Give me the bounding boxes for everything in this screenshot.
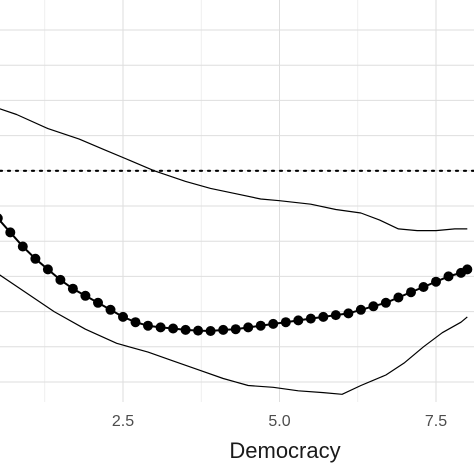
- estimate-point: [230, 324, 241, 335]
- estimate-point: [130, 317, 141, 328]
- grid-major: [0, 0, 474, 402]
- estimate-point: [380, 297, 391, 308]
- estimate-point: [143, 320, 153, 331]
- estimate-point: [67, 283, 78, 294]
- estimate-point: [55, 274, 66, 285]
- estimate-point: [293, 315, 304, 326]
- estimate-point: [255, 320, 266, 331]
- upper-bound-line: [0, 108, 468, 232]
- estimate-point: [105, 304, 116, 315]
- estimate-point: [0, 213, 3, 223]
- estimate-point: [180, 324, 191, 335]
- grid-minor: [44, 0, 359, 402]
- estimate-point: [418, 282, 429, 292]
- estimate-point: [406, 287, 416, 298]
- estimate-point: [243, 322, 254, 333]
- estimate-line: [0, 219, 468, 332]
- estimate-point: [5, 227, 16, 238]
- estimate-point: [155, 322, 166, 333]
- estimate-point: [368, 301, 379, 312]
- x-tick-label: 2.5: [112, 413, 134, 430]
- estimate-point: [218, 324, 229, 335]
- x-tick-label: 7.5: [425, 413, 447, 430]
- estimate-point: [268, 318, 279, 329]
- points-layer: [0, 213, 473, 336]
- estimate-point: [431, 276, 441, 287]
- estimate-point: [168, 323, 179, 334]
- estimate-point: [355, 304, 366, 315]
- estimate-point: [280, 317, 291, 328]
- estimate-point: [205, 326, 216, 336]
- estimate-point: [393, 292, 404, 303]
- x-tick-label: 5.0: [268, 413, 290, 430]
- estimate-point: [80, 290, 91, 301]
- estimate-point: [443, 271, 454, 282]
- estimate-point: [30, 253, 41, 264]
- estimate-point: [193, 325, 204, 336]
- estimate-point: [462, 264, 473, 275]
- estimate-point: [42, 264, 53, 275]
- estimate-point: [343, 308, 354, 319]
- lower-bound-line: [0, 274, 468, 395]
- estimate-point: [305, 313, 316, 324]
- estimate-point: [118, 311, 128, 322]
- estimate-point: [93, 297, 103, 308]
- estimate-point: [330, 310, 341, 321]
- estimate-point: [318, 311, 329, 322]
- x-axis-title: Democracy: [229, 438, 340, 463]
- estimate-point: [17, 241, 28, 252]
- series-layer: [0, 108, 468, 395]
- x-tick-labels: 2.5 5.0 7.5: [112, 413, 447, 430]
